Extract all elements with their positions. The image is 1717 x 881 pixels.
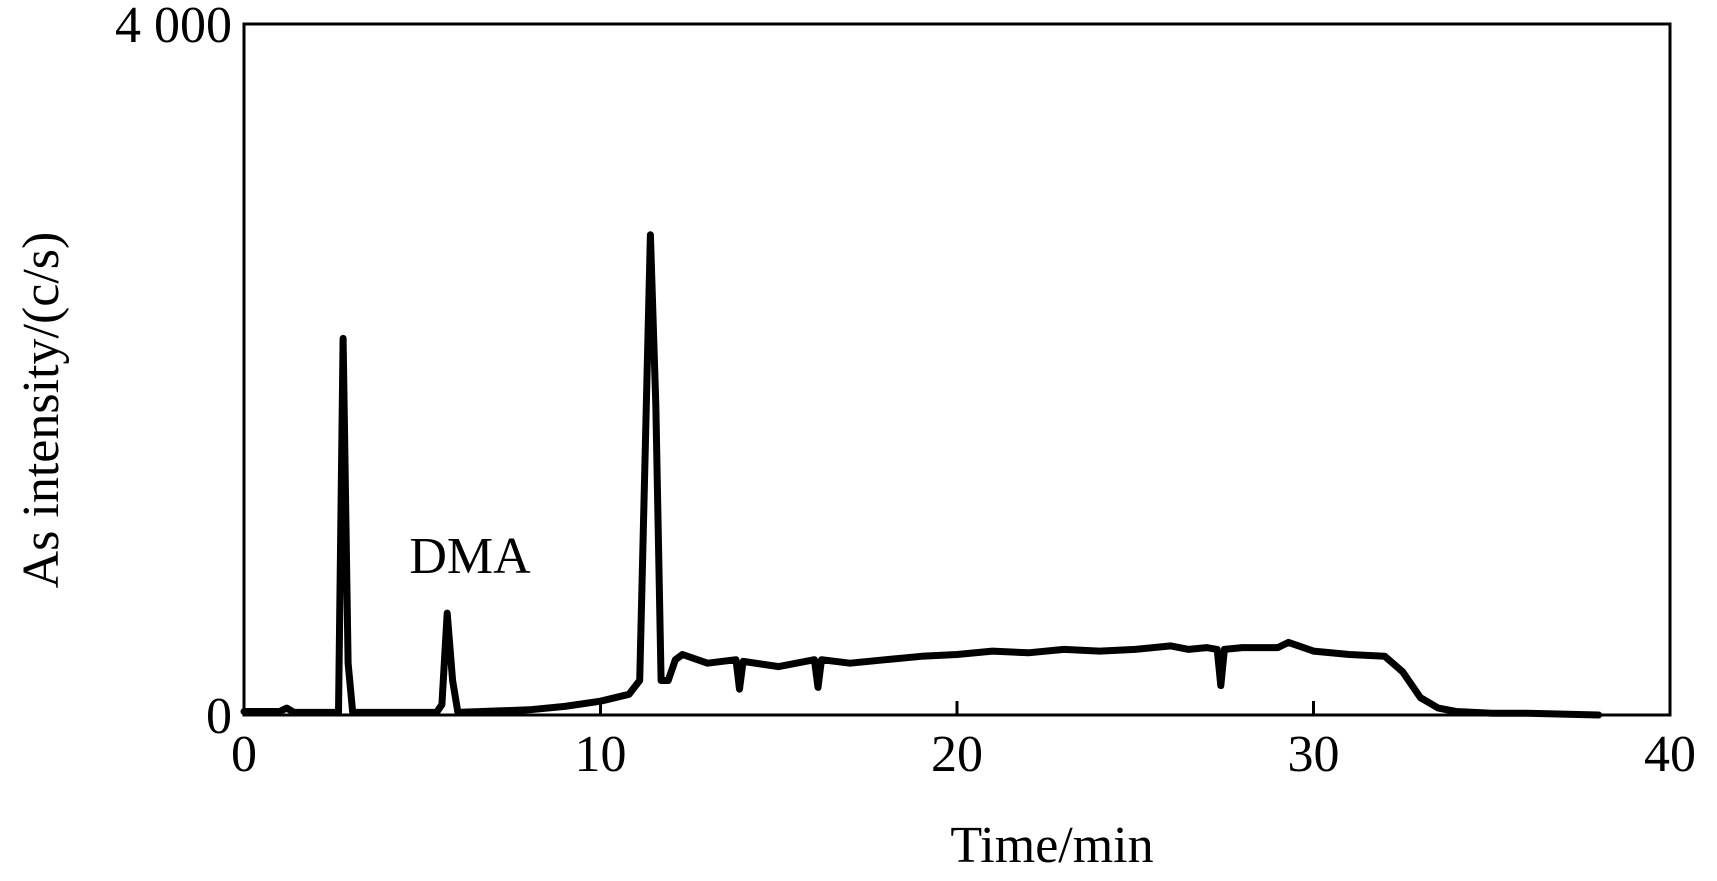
- annotation: DMA: [409, 528, 531, 585]
- x-tick-label: 40: [1644, 726, 1696, 783]
- x-axis-label: Time/min: [950, 817, 1153, 874]
- y-axis-label: As intensity/(c/s): [13, 232, 70, 589]
- plot-frame: [242, 22, 1672, 717]
- y-tick-label: 4 000: [115, 0, 232, 54]
- y-tick-label: 0: [206, 688, 232, 745]
- x-tick-label: 30: [1288, 726, 1340, 783]
- x-tick-label: 10: [575, 726, 627, 783]
- x-tick-label: 0: [231, 726, 257, 783]
- x-tick-label: 20: [931, 726, 983, 783]
- data-line: [240, 231, 1603, 719]
